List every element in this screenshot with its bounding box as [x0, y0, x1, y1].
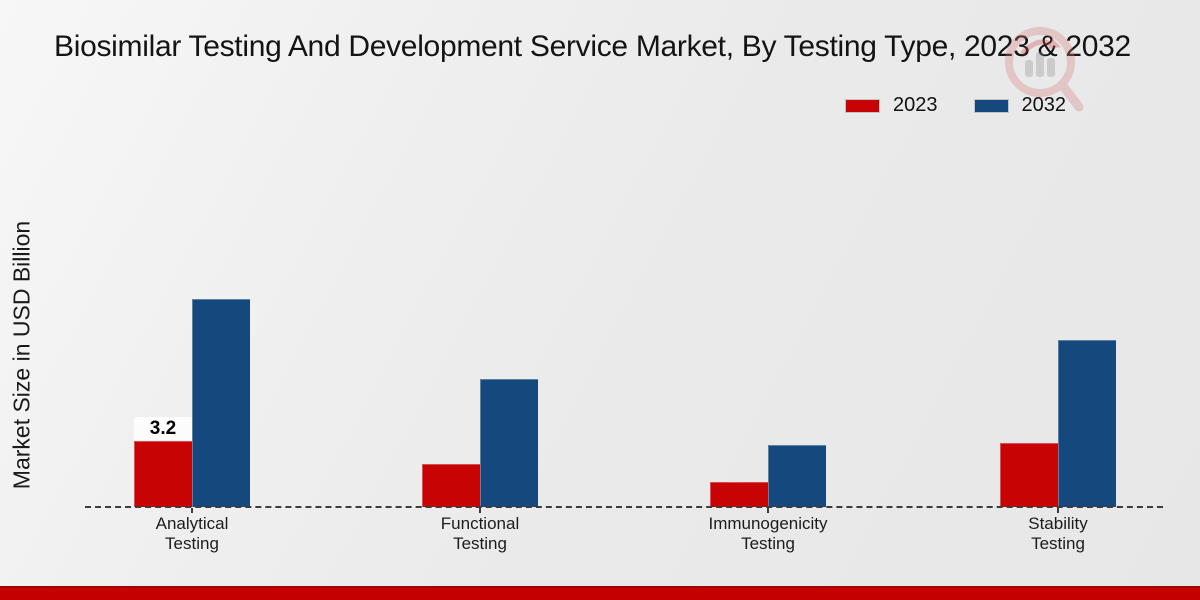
- bar-2023-analytical-testing: [134, 441, 192, 507]
- bar-2032-immunogenicity-testing: [768, 445, 826, 507]
- bar-2023-immunogenicity-testing: [710, 482, 768, 507]
- bar-2032-analytical-testing: [192, 299, 250, 507]
- legend-label-2023: 2023: [893, 94, 938, 116]
- bar-2032-stability-testing: [1058, 340, 1116, 507]
- category-label-analytical-testing: Analytical Testing: [155, 514, 229, 554]
- legend-label-2032: 2032: [1021, 94, 1067, 116]
- x-axis-tick: [767, 508, 769, 513]
- legend-swatch-2032: [973, 98, 1009, 113]
- legend-item-2023: 2023: [845, 94, 938, 117]
- bar-2023-functional-testing: [422, 464, 480, 507]
- x-axis-tick: [191, 508, 193, 513]
- category-label-functional-testing: Functional Testing: [440, 514, 520, 554]
- bar-2032-functional-testing: [480, 379, 538, 507]
- magnifier-bar-chart-logo-icon: [1005, 27, 1084, 112]
- x-axis-baseline: [85, 506, 1163, 508]
- bar-value-label: 3.2: [134, 417, 192, 440]
- category-label-stability-testing: Stability Testing: [1028, 514, 1088, 554]
- x-axis-tick: [1057, 508, 1059, 513]
- legend: 2023 2032: [845, 94, 1066, 117]
- bar-2023-stability-testing: [1000, 443, 1058, 507]
- legend-swatch-2023: [845, 98, 880, 113]
- legend-item-2032: 2032: [973, 94, 1067, 117]
- x-axis-tick: [479, 508, 481, 513]
- chart-title: Biosimilar Testing And Development Servi…: [54, 30, 1131, 63]
- category-label-immunogenicity-testing: Immunogenicity Testing: [708, 514, 828, 554]
- footer-accent-stripe: [0, 586, 1200, 600]
- y-axis-label: Market Size in USD Billion: [8, 220, 35, 490]
